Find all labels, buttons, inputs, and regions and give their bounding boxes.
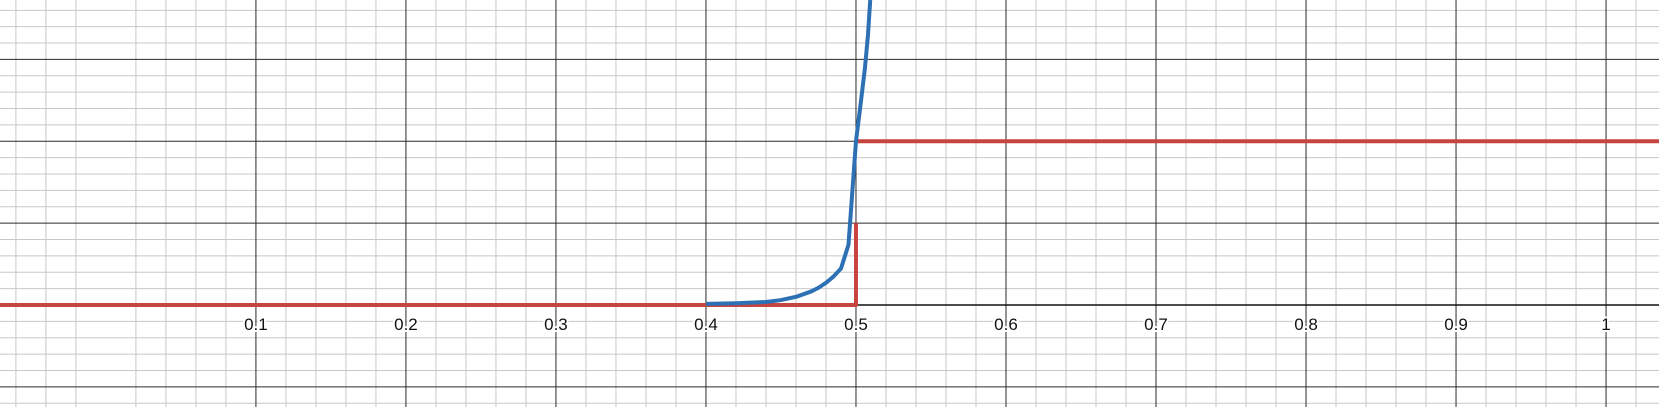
x-tick-label: 0.4 <box>694 315 718 334</box>
x-tick-label: 0.3 <box>544 315 568 334</box>
x-tick-label-halo: 0.8 <box>1294 315 1318 334</box>
x-tick-label: 0.9 <box>1444 315 1468 334</box>
x-tick-label-halo: 0.4 <box>694 315 718 334</box>
series-line-0 <box>0 139 1659 307</box>
series-line-1 <box>705 0 873 306</box>
x-tick-label: 0.2 <box>394 315 418 334</box>
x-tick-label: 0.1 <box>244 315 268 334</box>
x-tick-label-halo: 1 <box>1601 315 1610 334</box>
x-tick-label: 1 <box>1601 315 1610 334</box>
x-tick-label: 0.8 <box>1294 315 1318 334</box>
x-tick-label-halo: 0.9 <box>1444 315 1468 334</box>
tick-labels: 0.10.1 0.20.2 0.30.3 0.40.4 0.50.5 0.60.6 0.70… <box>242 313 1613 336</box>
x-tick-label-halo: 0.5 <box>844 315 868 334</box>
x-tick-label-halo: 0.3 <box>544 315 568 334</box>
x-tick-label: 0.7 <box>1144 315 1168 334</box>
x-tick-label-halo: 0.1 <box>244 315 268 334</box>
series-layer <box>0 0 1659 307</box>
x-tick-label: 0.6 <box>994 315 1018 334</box>
x-tick-label-halo: 0.6 <box>994 315 1018 334</box>
x-tick-label-halo: 0.7 <box>1144 315 1168 334</box>
x-tick-label-halo: 0.2 <box>394 315 418 334</box>
x-tick-label: 0.5 <box>844 315 868 334</box>
